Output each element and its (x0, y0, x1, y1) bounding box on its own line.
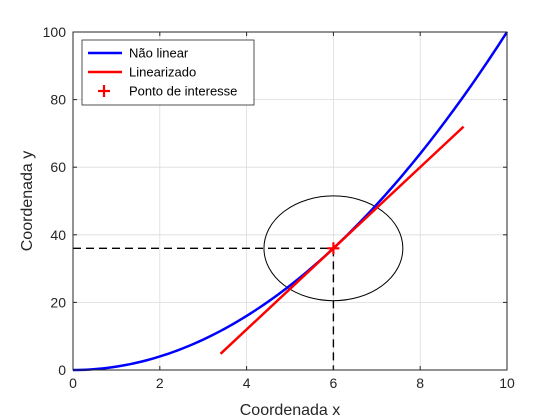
y-tick-label: 60 (50, 159, 66, 175)
legend-entry: Ponto de interesse (98, 84, 237, 99)
x-tick-label: 8 (416, 375, 424, 391)
legend-label: Ponto de interesse (129, 84, 237, 99)
x-tick-label: 10 (499, 375, 515, 391)
series-line-0 (72, 31, 509, 372)
y-axis-label: Coordenada y (19, 151, 36, 252)
y-tick-label: 100 (43, 24, 67, 40)
x-tick-label: 4 (243, 375, 251, 391)
legend-label: Não linear (129, 46, 189, 61)
x-axis-label: Coordenada x (240, 402, 341, 419)
legend: Não linear Linearizado Ponto de interesse (81, 39, 255, 106)
point-of-interest-marker (327, 242, 340, 255)
highlight-ellipse (263, 195, 404, 302)
x-tick-label: 2 (156, 375, 164, 391)
legend-label: Linearizado (129, 65, 196, 80)
annotations (73, 195, 404, 370)
x-tick-label: 0 (69, 375, 77, 391)
y-tick-label: 40 (50, 227, 66, 243)
y-tick-label: 80 (50, 92, 66, 108)
legend-entry: Linearizado (88, 65, 196, 80)
x-tick-label: 6 (330, 375, 338, 391)
y-tick-label: 0 (58, 362, 66, 378)
y-tick-label: 20 (50, 294, 66, 310)
legend-entry: Não linear (88, 46, 189, 61)
series-line-1 (219, 125, 465, 355)
plot-frame (72, 31, 508, 371)
series (72, 31, 509, 372)
